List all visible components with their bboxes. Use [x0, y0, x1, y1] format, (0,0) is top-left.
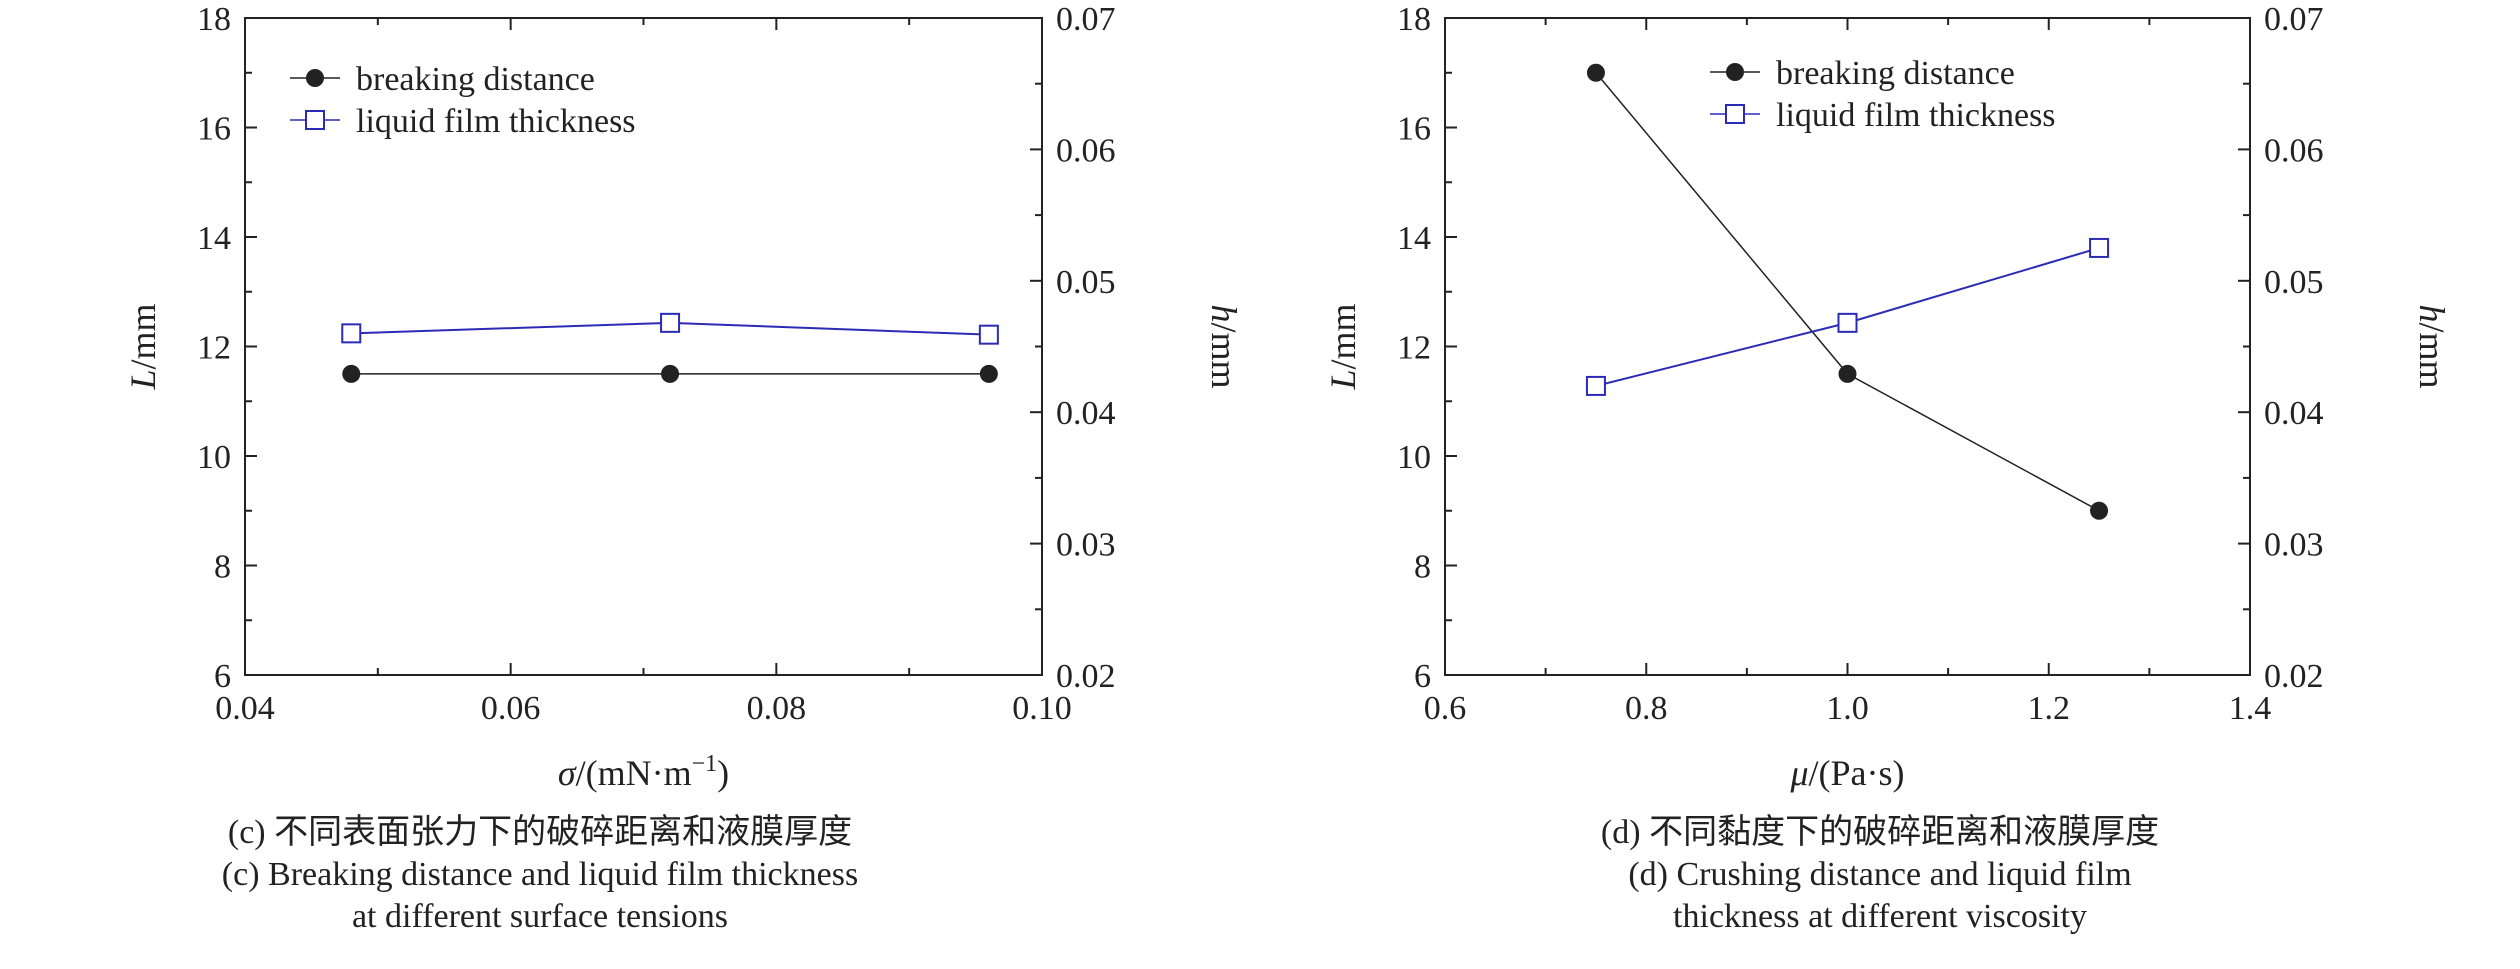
- legend-marker: [1726, 63, 1744, 81]
- caption-c: (c) 不同表面张力下的破碎距离和液膜厚度 (c) Breaking dista…: [190, 812, 890, 938]
- x-tick-label: 0.08: [747, 690, 807, 727]
- y2-tick-label: 0.05: [2264, 264, 2324, 301]
- x-tick-label: 1.2: [2028, 690, 2071, 727]
- y-tick-label: 10: [197, 439, 231, 476]
- data-point: [661, 364, 680, 383]
- data-point: [2090, 501, 2109, 520]
- y2-tick-label: 0.07: [2264, 1, 2324, 38]
- chart-panel-d: 0.6 0.8 1.0 1.2 1.4 6 8 10 12 14 16 18 0.02 0.03 0.04 0…: [1323, 1, 2452, 793]
- caption-d-chinese: (d) 不同黏度下的破碎距离和液膜厚度: [1600, 814, 2160, 851]
- y2-tick-label: 0.07: [1056, 1, 1116, 38]
- y2-tick-label: 0.04: [2264, 395, 2324, 432]
- caption-d-english-line1: (d) Crushing distance and liquid film: [1628, 856, 2132, 893]
- legend-entry: breaking distance: [290, 61, 595, 98]
- caption-c-english-line1: (c) Breaking distance and liquid film th…: [221, 856, 859, 893]
- y2-tick-label: 0.05: [1056, 264, 1116, 301]
- legend-marker: [306, 69, 324, 87]
- legend-label: breaking distance: [1776, 55, 2015, 92]
- data-point: [1838, 364, 1857, 383]
- y-tick-label: 12: [1397, 330, 1431, 367]
- data-point: [979, 364, 998, 383]
- y-tick-label: 8: [214, 549, 231, 586]
- x-tick-label: 1.4: [2229, 690, 2272, 727]
- legend-entry: liquid film thickness: [1710, 97, 2056, 134]
- series-breaking-distance: [1586, 63, 2109, 520]
- data-point: [342, 364, 361, 383]
- y-axis-label: L/mm: [123, 303, 163, 390]
- y-tick-label: 12: [197, 330, 231, 367]
- data-point: [2089, 237, 2110, 258]
- series-line: [1595, 72, 2100, 512]
- series-liquid-film-thickness: [1585, 237, 2110, 396]
- x-tick-label: 0.6: [1424, 690, 1467, 727]
- x-tick-label: 0.10: [1012, 690, 1072, 727]
- x-tick-label: 0.06: [481, 690, 541, 727]
- x-tick-label: 0.8: [1625, 690, 1668, 727]
- y-tick-label: 10: [1397, 439, 1431, 476]
- legend-label: breaking distance: [356, 61, 595, 98]
- legend-entry: liquid film thickness: [290, 103, 636, 140]
- y-tick-label: 6: [214, 658, 231, 695]
- series-liquid-film-thickness: [341, 312, 999, 345]
- y-tick-label: 14: [1397, 220, 1431, 257]
- data-point: [341, 323, 362, 344]
- y-tick-label: 14: [197, 220, 231, 257]
- y2-tick-label: 0.02: [2264, 658, 2324, 695]
- y-tick-label: 16: [197, 111, 231, 148]
- y2-tick-label: 0.04: [1056, 395, 1116, 432]
- y2-tick-label: 0.06: [1056, 132, 1116, 169]
- y2-tick-label: 0.03: [2264, 527, 2324, 564]
- caption-c-chinese: (c) 不同表面张力下的破碎距离和液膜厚度: [227, 814, 853, 851]
- x-axis-label: σ/(mN·m−1): [558, 751, 729, 793]
- y2-axis-label: h/mm: [1204, 304, 1244, 388]
- x-tick-label: 0.04: [215, 690, 275, 727]
- data-point: [1585, 375, 1606, 396]
- legend-marker: [305, 110, 325, 130]
- y-tick-label: 16: [1397, 111, 1431, 148]
- legend-label: liquid film thickness: [1776, 97, 2056, 134]
- y-tick-label: 18: [197, 1, 231, 38]
- data-point: [1586, 63, 1605, 82]
- series-breaking-distance: [342, 364, 998, 383]
- y-tick-label: 6: [1414, 658, 1431, 695]
- y-tick-label: 18: [1397, 1, 1431, 38]
- caption-d: (d) 不同黏度下的破碎距离和液膜厚度 (d) Crushing distanc…: [1500, 812, 2260, 938]
- legend-marker: [1725, 104, 1745, 124]
- legend-entry: breaking distance: [1710, 55, 2015, 92]
- caption-d-english-line2: thickness at different viscosity: [1673, 898, 2087, 935]
- y-axis-label: L/mm: [1323, 303, 1363, 390]
- legend-label: liquid film thickness: [356, 103, 636, 140]
- y-tick-label: 8: [1414, 549, 1431, 586]
- y2-tick-label: 0.03: [1056, 527, 1116, 564]
- y2-axis-label: h/mm: [2412, 304, 2452, 388]
- y2-tick-label: 0.02: [1056, 658, 1116, 695]
- y2-tick-label: 0.06: [2264, 132, 2324, 169]
- x-tick-label: 1.0: [1826, 690, 1869, 727]
- data-point: [978, 324, 999, 345]
- data-point: [660, 312, 681, 333]
- x-axis-label: μ/(Pa·s): [1789, 753, 1904, 793]
- data-point: [1837, 312, 1858, 333]
- chart-panel-c: 0.04 0.06 0.08 0.10 6 8 10 12 14 16 18 0.02 0.03 0.04…: [123, 1, 1244, 793]
- caption-c-english-line2: at different surface tensions: [351, 898, 729, 935]
